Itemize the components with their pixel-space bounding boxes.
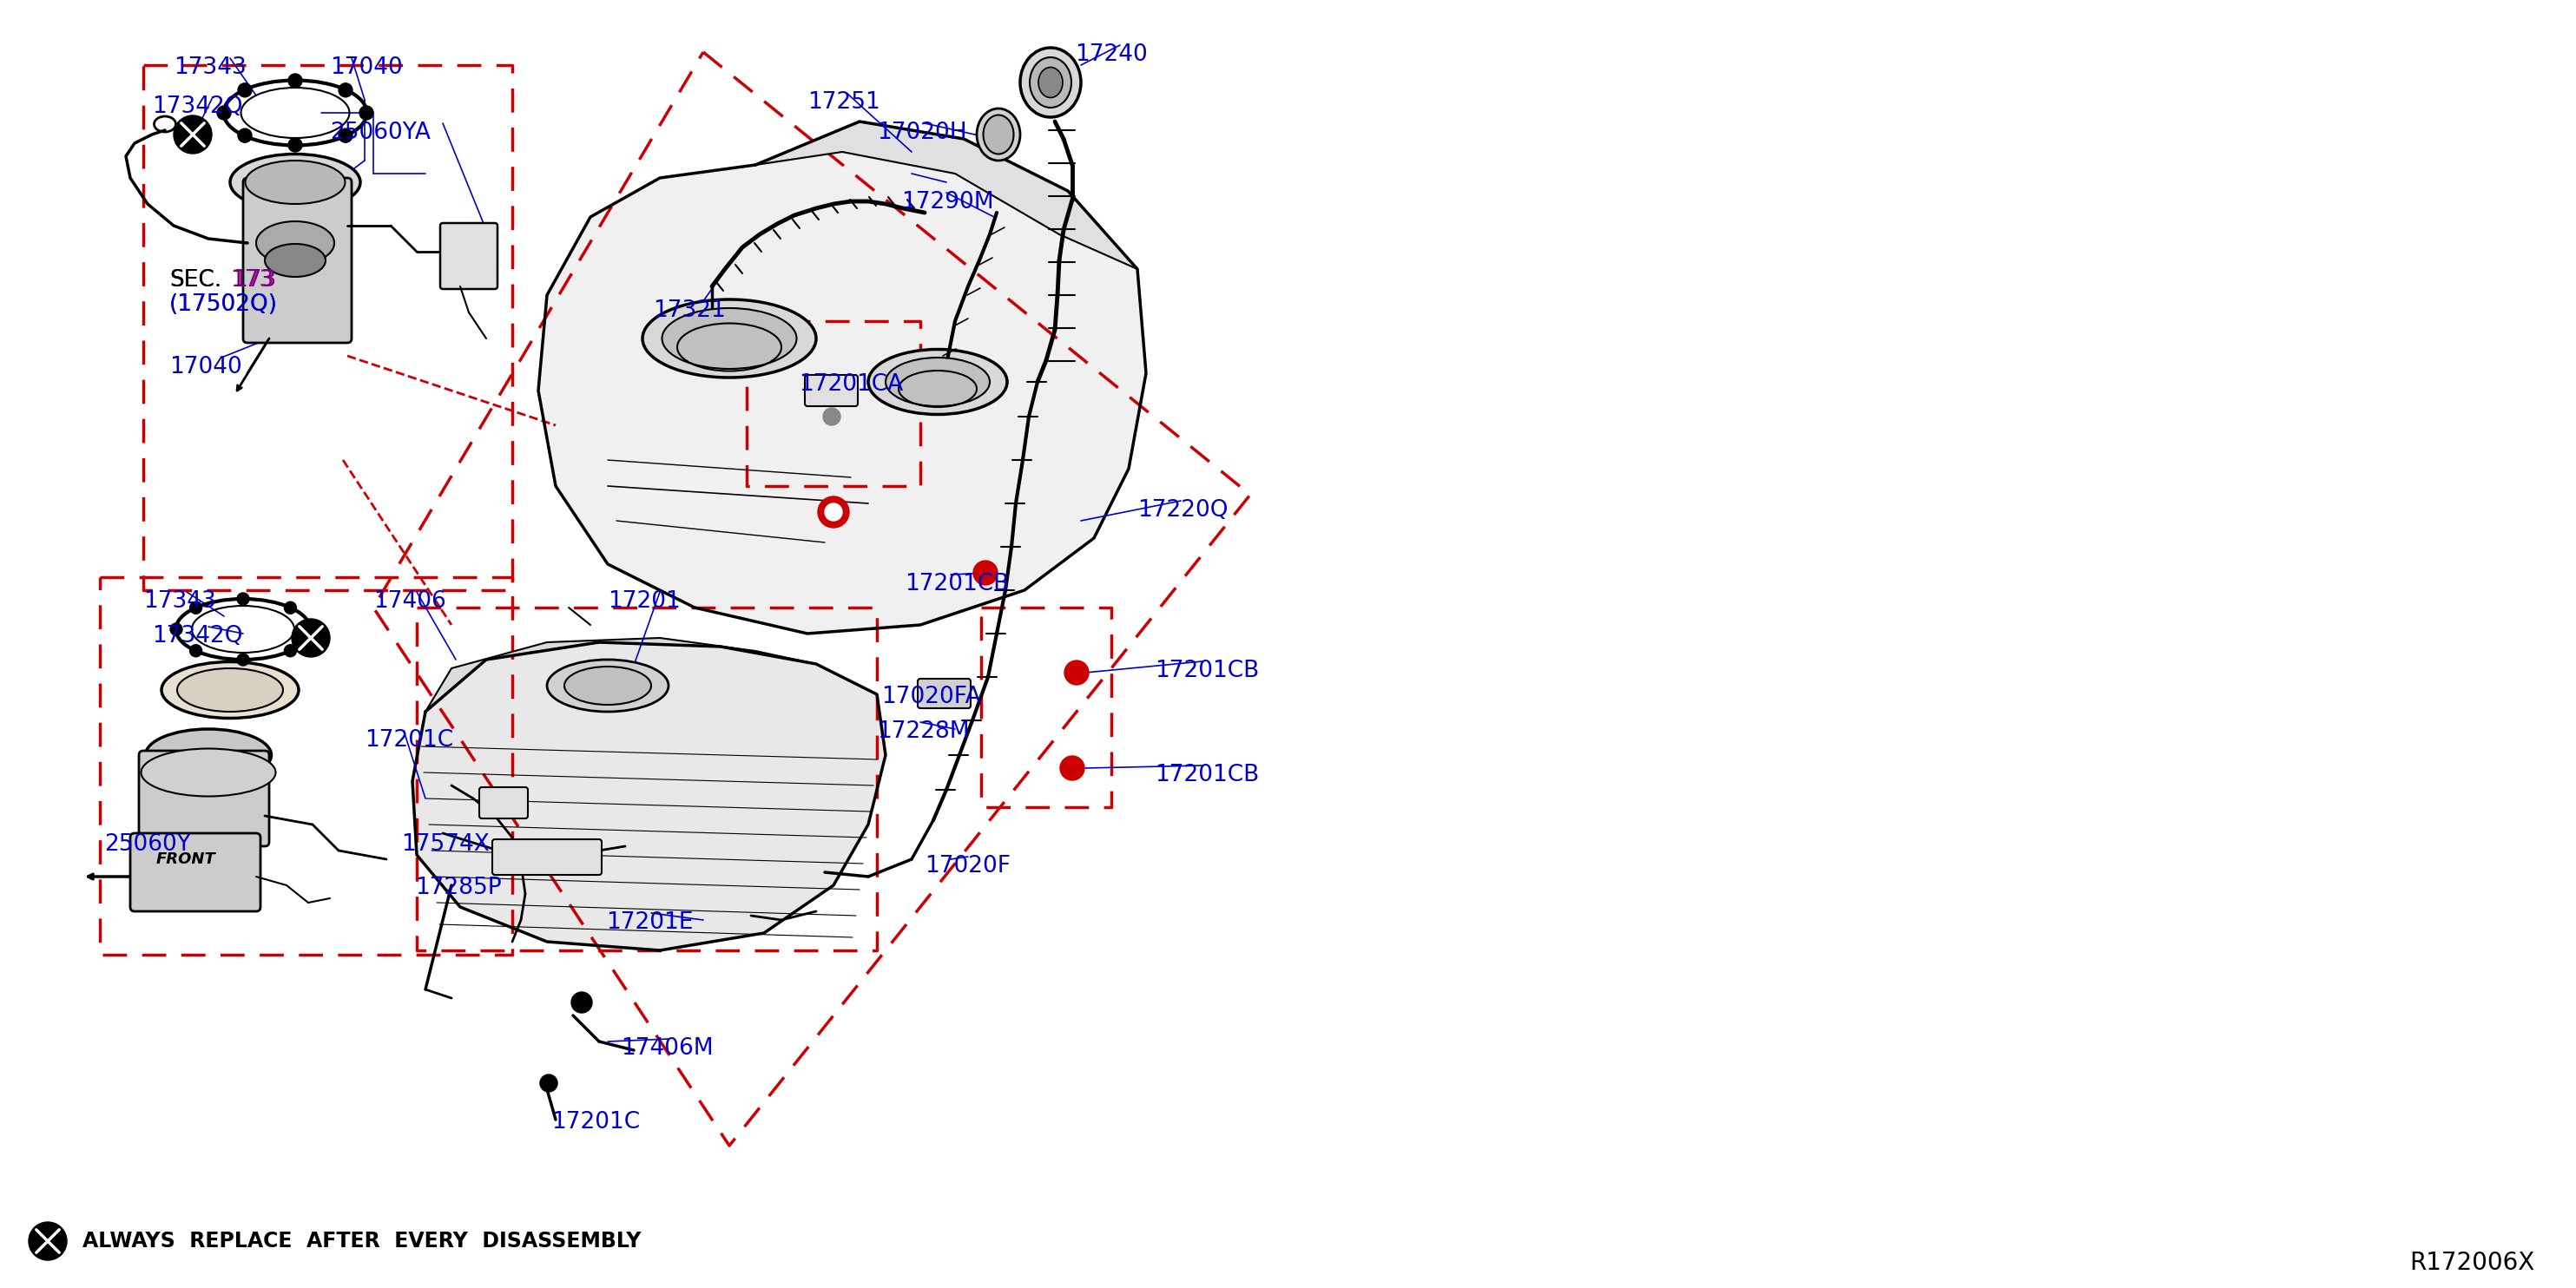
Circle shape bbox=[289, 138, 301, 152]
Polygon shape bbox=[538, 121, 1146, 634]
FancyBboxPatch shape bbox=[131, 833, 260, 912]
Ellipse shape bbox=[984, 115, 1012, 155]
Text: 17201CB: 17201CB bbox=[1154, 659, 1260, 683]
Circle shape bbox=[541, 1074, 556, 1092]
Ellipse shape bbox=[142, 748, 276, 796]
Text: 17406M: 17406M bbox=[621, 1037, 714, 1060]
Circle shape bbox=[237, 129, 252, 143]
Circle shape bbox=[1061, 756, 1084, 781]
Text: 17201C: 17201C bbox=[366, 729, 453, 752]
Text: 25060YA: 25060YA bbox=[330, 121, 430, 144]
Ellipse shape bbox=[886, 358, 989, 406]
Circle shape bbox=[283, 601, 296, 614]
Text: 17343: 17343 bbox=[144, 590, 216, 613]
Ellipse shape bbox=[255, 222, 335, 265]
Ellipse shape bbox=[265, 243, 325, 277]
Text: 17290M: 17290M bbox=[902, 191, 994, 214]
Circle shape bbox=[289, 73, 301, 88]
Circle shape bbox=[28, 1222, 67, 1260]
Ellipse shape bbox=[162, 662, 299, 719]
FancyBboxPatch shape bbox=[139, 751, 268, 846]
Circle shape bbox=[824, 504, 842, 520]
Ellipse shape bbox=[641, 299, 817, 377]
Polygon shape bbox=[412, 643, 886, 951]
Circle shape bbox=[173, 116, 211, 153]
Ellipse shape bbox=[1020, 48, 1082, 117]
Circle shape bbox=[337, 84, 353, 97]
Text: 17040: 17040 bbox=[170, 355, 242, 379]
Circle shape bbox=[237, 592, 250, 605]
Circle shape bbox=[337, 129, 353, 143]
Circle shape bbox=[304, 623, 317, 635]
Circle shape bbox=[191, 601, 201, 614]
Text: 17343: 17343 bbox=[173, 57, 247, 79]
Text: 17201CB: 17201CB bbox=[1154, 764, 1260, 787]
Text: R172006X: R172006X bbox=[2411, 1251, 2535, 1275]
Text: 17201C: 17201C bbox=[551, 1112, 639, 1133]
Text: 17020FA: 17020FA bbox=[881, 685, 981, 708]
Polygon shape bbox=[425, 638, 817, 712]
Circle shape bbox=[572, 992, 592, 1012]
Text: (17502Q): (17502Q) bbox=[170, 294, 278, 316]
Ellipse shape bbox=[1030, 57, 1072, 108]
Text: FRONT: FRONT bbox=[157, 851, 216, 867]
Circle shape bbox=[1064, 661, 1090, 685]
Text: 17020H: 17020H bbox=[876, 121, 966, 144]
FancyBboxPatch shape bbox=[917, 679, 971, 708]
Text: 17321: 17321 bbox=[652, 299, 726, 322]
Text: 17342Q: 17342Q bbox=[152, 95, 242, 118]
Circle shape bbox=[974, 560, 997, 585]
Text: 17040: 17040 bbox=[330, 57, 402, 79]
FancyBboxPatch shape bbox=[440, 223, 497, 289]
Circle shape bbox=[170, 623, 183, 635]
Text: 17240: 17240 bbox=[1074, 44, 1146, 66]
Circle shape bbox=[237, 653, 250, 666]
Text: 173: 173 bbox=[232, 269, 276, 291]
Ellipse shape bbox=[245, 161, 345, 204]
Text: 17220Q: 17220Q bbox=[1139, 498, 1229, 522]
Text: 17020F: 17020F bbox=[925, 855, 1010, 877]
Ellipse shape bbox=[868, 349, 1007, 415]
Ellipse shape bbox=[662, 308, 796, 368]
Circle shape bbox=[824, 408, 840, 425]
Text: 173: 173 bbox=[229, 269, 273, 291]
Text: 17342Q: 17342Q bbox=[152, 625, 242, 648]
Text: ALWAYS  REPLACE  AFTER  EVERY  DISASSEMBLY: ALWAYS REPLACE AFTER EVERY DISASSEMBLY bbox=[82, 1231, 641, 1252]
Text: 17574X: 17574X bbox=[402, 833, 489, 855]
Text: SEC.: SEC. bbox=[170, 269, 222, 291]
Text: (17502Q): (17502Q) bbox=[170, 294, 278, 316]
Text: 17251: 17251 bbox=[806, 91, 881, 113]
Text: 17228M: 17228M bbox=[876, 720, 969, 743]
Ellipse shape bbox=[546, 659, 670, 712]
FancyBboxPatch shape bbox=[492, 840, 603, 875]
Ellipse shape bbox=[976, 108, 1020, 161]
Ellipse shape bbox=[229, 155, 361, 210]
Text: 25060Y: 25060Y bbox=[103, 833, 191, 855]
FancyBboxPatch shape bbox=[479, 787, 528, 818]
Circle shape bbox=[283, 645, 296, 657]
Circle shape bbox=[291, 618, 330, 657]
FancyBboxPatch shape bbox=[804, 375, 858, 406]
Ellipse shape bbox=[178, 668, 283, 712]
Circle shape bbox=[237, 84, 252, 97]
Text: 17201E: 17201E bbox=[605, 912, 693, 934]
Text: 17201: 17201 bbox=[608, 590, 680, 613]
Ellipse shape bbox=[1038, 67, 1064, 98]
Text: 17406: 17406 bbox=[374, 590, 446, 613]
Polygon shape bbox=[755, 121, 1139, 269]
Ellipse shape bbox=[564, 667, 652, 705]
Text: 17201CB: 17201CB bbox=[904, 573, 1010, 595]
Ellipse shape bbox=[144, 729, 270, 781]
Circle shape bbox=[361, 106, 374, 120]
Text: 17285P: 17285P bbox=[415, 877, 502, 899]
Circle shape bbox=[191, 645, 201, 657]
Circle shape bbox=[216, 106, 232, 120]
Text: SEC.: SEC. bbox=[170, 269, 222, 291]
FancyBboxPatch shape bbox=[242, 178, 353, 343]
Circle shape bbox=[817, 496, 850, 528]
Text: 17201CA: 17201CA bbox=[799, 374, 904, 395]
